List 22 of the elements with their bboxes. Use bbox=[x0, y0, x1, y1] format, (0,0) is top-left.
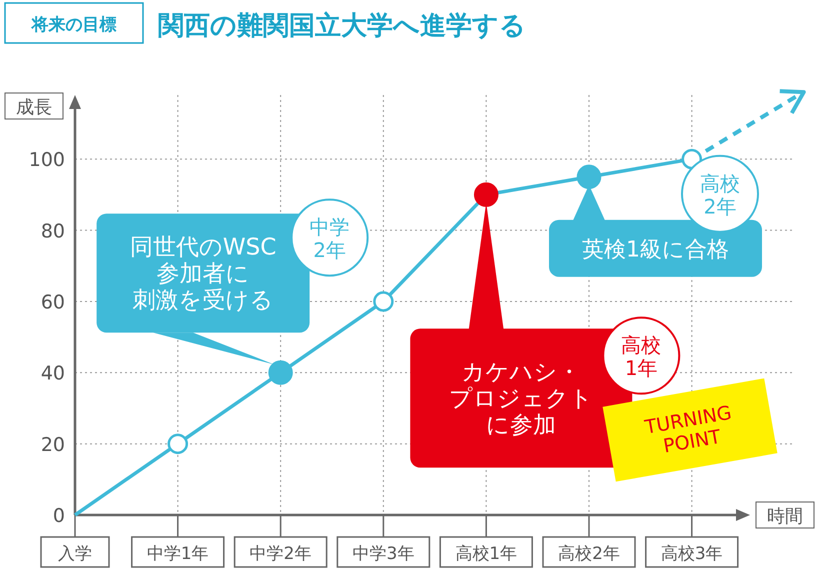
x-axis-title: 時間 bbox=[767, 506, 803, 527]
chart-title: 関西の難関国立大学へ進学する bbox=[158, 11, 526, 41]
annotation: カケハシ・プロジェクトに参加 bbox=[449, 360, 594, 439]
annotation: 高校1年 bbox=[621, 333, 662, 380]
x-tick-label: 入学 bbox=[58, 544, 92, 564]
y-tick-label: 20 bbox=[40, 434, 65, 456]
x-tick-label: 中学2年 bbox=[250, 544, 312, 564]
annotation: TURNING POINT bbox=[642, 402, 734, 458]
x-tick-label: 高校2年 bbox=[558, 544, 620, 564]
y-axis-title: 成長 bbox=[16, 97, 52, 118]
y-tick-label: 0 bbox=[52, 505, 65, 527]
y-tick-label: 80 bbox=[40, 220, 65, 242]
x-tick-label: 高校1年 bbox=[455, 544, 518, 564]
y-tick-label: 100 bbox=[28, 149, 65, 172]
x-tick-label: 中学1年 bbox=[146, 544, 209, 564]
y-tick-label: 60 bbox=[40, 291, 65, 314]
annotation: 中学2年 bbox=[310, 215, 350, 262]
annotation: 同世代のWSC参加者に刺激を受ける bbox=[130, 234, 276, 314]
x-tick-label: 中学3年 bbox=[352, 544, 414, 564]
x-tick-label: 高校3年 bbox=[660, 544, 723, 564]
y-tick-label: 40 bbox=[40, 362, 65, 385]
chart-subtitle: 将来の目標 bbox=[30, 15, 116, 35]
